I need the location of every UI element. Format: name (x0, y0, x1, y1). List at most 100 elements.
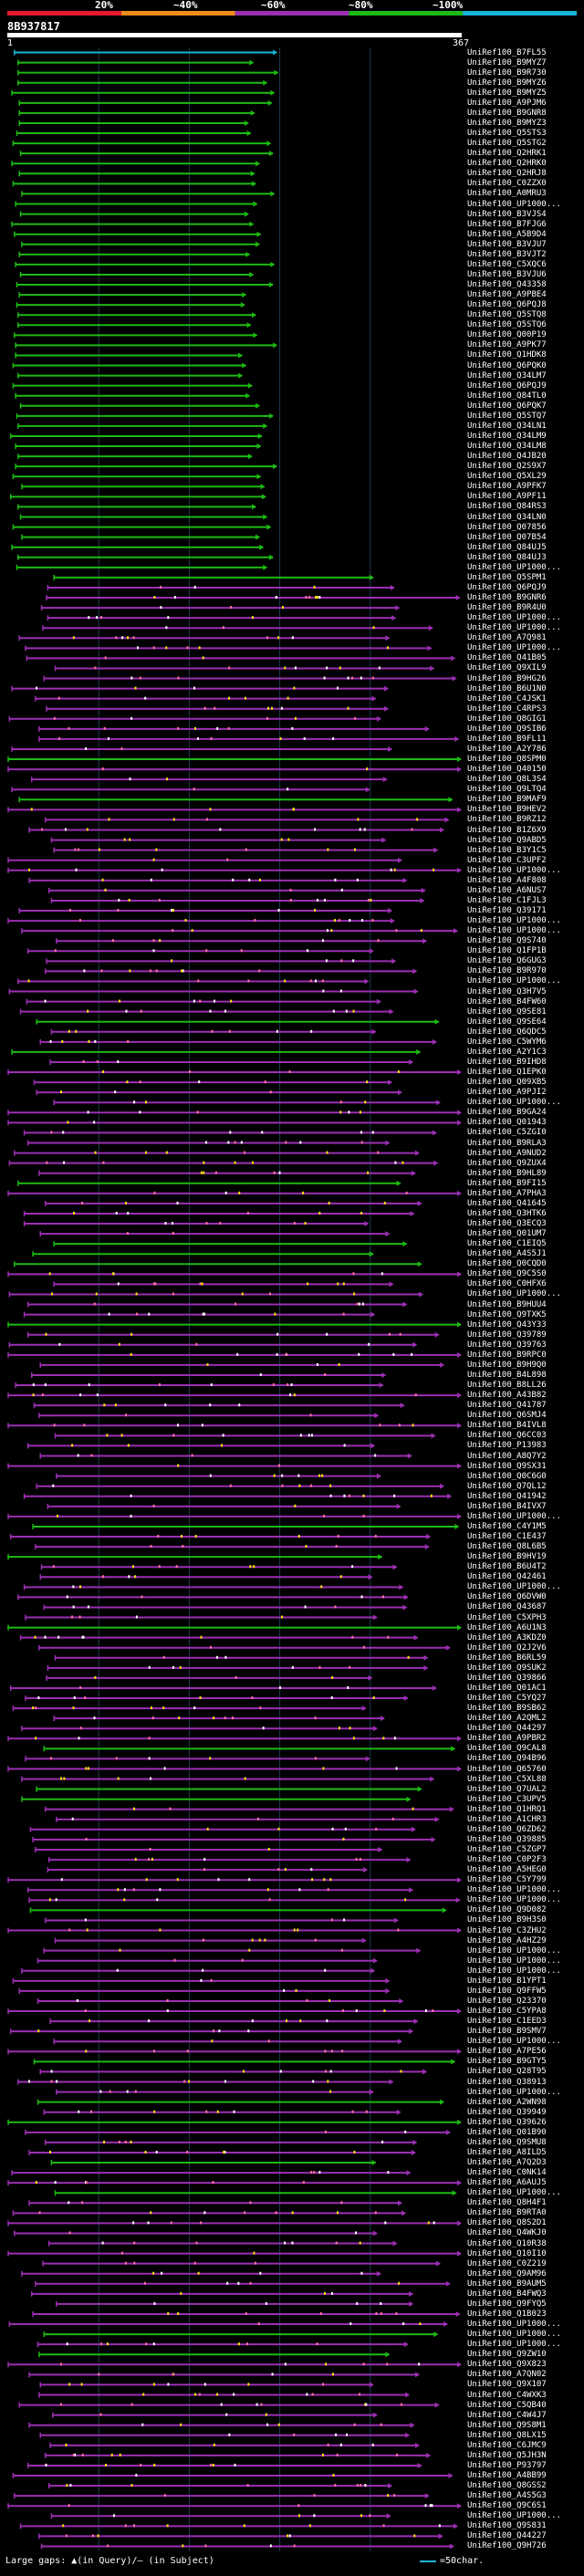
hit-label[interactable]: UniRef100_Q6PQJ8 (467, 300, 547, 310)
hit-label[interactable]: UniRef100_Q1HRQ1 (467, 1804, 547, 1814)
hit-label[interactable]: UniRef100_Q34LM7 (467, 370, 547, 381)
hit-label[interactable]: UniRef100_Q3ECQ3 (467, 1219, 547, 1229)
hit-label[interactable]: UniRef100_C3UPV5 (467, 1794, 547, 1804)
hit-label[interactable]: UniRef100_Q9FFW5 (467, 1986, 547, 1996)
hit-label[interactable]: UniRef100_Q10R38 (467, 2238, 547, 2248)
hit-label[interactable]: UniRef100_Q6PQK7 (467, 401, 547, 411)
hit-label[interactable]: UniRef100_Q4WKJ0 (467, 2228, 547, 2238)
hit-label[interactable]: UniRef100_A8ILD5 (467, 2147, 547, 2157)
hit-label[interactable]: UniRef100_Q8S2D1 (467, 2218, 547, 2228)
hit-label[interactable]: UniRef100_Q8GSS2 (467, 2481, 547, 2491)
hit-label[interactable]: UniRef100_Q0C6G0 (467, 1471, 547, 1481)
hit-label[interactable]: UniRef100_Q9S8M1 (467, 2420, 547, 2430)
hit-label[interactable]: UniRef100_B9GNR6 (467, 593, 547, 603)
hit-label[interactable]: UniRef100_C1FJL3 (467, 895, 547, 905)
hit-label[interactable]: UniRef100_B9SB62 (467, 1704, 547, 1714)
hit-label[interactable]: UniRef100_Q9D082 (467, 1905, 547, 1915)
hit-label[interactable]: UniRef100_A2Y786 (467, 744, 547, 754)
hit-label[interactable]: UniRef100_Q00P19 (467, 330, 547, 340)
hit-label[interactable]: UniRef100_A5HEG0 (467, 1865, 547, 1875)
hit-label[interactable]: UniRef100_A4BB99 (467, 2471, 547, 2481)
hit-label[interactable]: UniRef100_C4W4J7 (467, 2410, 547, 2420)
hit-label[interactable]: UniRef100_C5ZGP7 (467, 1845, 547, 1855)
hit-label[interactable]: UniRef100_UP1000... (467, 926, 561, 936)
hit-label[interactable]: UniRef100_Q84UJ5 (467, 542, 547, 552)
hit-label[interactable]: UniRef100_Q44297 (467, 1724, 547, 1734)
hit-label[interactable]: UniRef100_C4RPS3 (467, 704, 547, 714)
hit-label[interactable]: UniRef100_Q5STQ7 (467, 411, 547, 421)
hit-label[interactable]: UniRef100_Q6PQJ9 (467, 582, 547, 592)
hit-label[interactable]: UniRef100_Q9H726 (467, 2541, 547, 2551)
hit-label[interactable]: UniRef100_Q40150 (467, 765, 547, 775)
hit-label[interactable]: UniRef100_A4F808 (467, 875, 547, 885)
hit-label[interactable]: UniRef100_A2Y1C3 (467, 1047, 547, 1057)
hit-label[interactable]: UniRef100_Q6ZD62 (467, 1824, 547, 1834)
hit-label[interactable]: UniRef100_A6NUS7 (467, 885, 547, 895)
hit-label[interactable]: UniRef100_B9H9Q0 (467, 1360, 547, 1370)
hit-label[interactable]: UniRef100_Q41645 (467, 1198, 547, 1208)
hit-label[interactable]: UniRef100_UP1000... (467, 865, 561, 875)
hit-label[interactable]: UniRef100_A7Q981 (467, 633, 547, 643)
hit-label[interactable]: UniRef100_Q10I10 (467, 2248, 547, 2258)
hit-label[interactable]: UniRef100_Q07B54 (467, 532, 547, 542)
hit-label[interactable]: UniRef100_Q9SX31 (467, 1461, 547, 1471)
hit-label[interactable]: UniRef100_Q43358 (467, 280, 547, 290)
hit-label[interactable]: UniRef100_Q39763 (467, 1340, 547, 1350)
hit-label[interactable]: UniRef100_A4S5J1 (467, 1249, 547, 1259)
hit-label[interactable]: UniRef100_Q9CAL8 (467, 1744, 547, 1754)
hit-label[interactable]: UniRef100_C5QB40 (467, 2400, 547, 2410)
hit-label[interactable]: UniRef100_B4FWQ3 (467, 2289, 547, 2299)
hit-label[interactable]: UniRef100_Q6DVW0 (467, 1592, 547, 1602)
hit-label[interactable]: UniRef100_Q9SMU8 (467, 2137, 547, 2147)
hit-label[interactable]: UniRef100_Q9S740 (467, 936, 547, 946)
hit-label[interactable]: UniRef100_B9RPC0 (467, 1350, 547, 1360)
hit-label[interactable]: UniRef100_C0ZZX0 (467, 179, 547, 189)
hit-label[interactable]: UniRef100_C5YPA8 (467, 2007, 547, 2017)
hit-label[interactable]: UniRef100_Q34LM8 (467, 442, 547, 452)
hit-label[interactable]: UniRef100_B9HG26 (467, 673, 547, 683)
hit-label[interactable]: UniRef100_B9AUM5 (467, 2279, 547, 2289)
hit-label[interactable]: UniRef100_B8LL26 (467, 1381, 547, 1391)
hit-label[interactable]: UniRef100_B9IHD8 (467, 1057, 547, 1067)
hit-label[interactable]: UniRef100_Q38913 (467, 2077, 547, 2087)
hit-label[interactable]: UniRef100_Q6QDC5 (467, 1027, 547, 1037)
hit-label[interactable]: UniRef100_A1CHR3 (467, 1814, 547, 1824)
hit-label[interactable]: UniRef100_UP1000... (467, 976, 561, 986)
hit-label[interactable]: UniRef100_Q41787 (467, 1401, 547, 1411)
hit-label[interactable]: UniRef100_C5WYM6 (467, 1037, 547, 1047)
hit-label[interactable]: UniRef100_Q9XIL9 (467, 663, 547, 673)
hit-label[interactable]: UniRef100_Q43687 (467, 1602, 547, 1612)
hit-label[interactable]: UniRef100_Q9LTQ4 (467, 785, 547, 795)
hit-label[interactable]: UniRef100_B6U1N0 (467, 683, 547, 694)
hit-label[interactable]: UniRef100_Q94B96 (467, 1754, 547, 1764)
hit-label[interactable]: UniRef100_C5ZGI0 (467, 1128, 547, 1138)
hit-label[interactable]: UniRef100_B6RL59 (467, 1653, 547, 1663)
hit-label[interactable]: UniRef100_C5Y799 (467, 1875, 547, 1885)
hit-label[interactable]: UniRef100_A8Q7Y2 (467, 1451, 547, 1461)
hit-label[interactable]: UniRef100_Q5STS3 (467, 129, 547, 139)
hit-label[interactable]: UniRef100_Q41B05 (467, 653, 547, 663)
hit-label[interactable]: UniRef100_Q7UAL2 (467, 1784, 547, 1794)
hit-label[interactable]: UniRef100_Q9X107 (467, 2380, 547, 2390)
hit-label[interactable]: UniRef100_UP1000... (467, 2037, 561, 2047)
hit-label[interactable]: UniRef100_A3KDZ0 (467, 1632, 547, 1643)
hit-label[interactable]: UniRef100_Q01AC1 (467, 1683, 547, 1693)
hit-label[interactable]: UniRef100_C6JMC9 (467, 2440, 547, 2450)
hit-label[interactable]: UniRef100_Q9AM96 (467, 2268, 547, 2279)
hit-label[interactable]: UniRef100_Q2HRK1 (467, 149, 547, 159)
hit-label[interactable]: UniRef100_A6U1N3 (467, 1622, 547, 1632)
hit-label[interactable]: UniRef100_Q5STQ8 (467, 310, 547, 320)
hit-label[interactable]: UniRef100_UP1000... (467, 1895, 561, 1905)
hit-label[interactable]: UniRef100_B9R730 (467, 68, 547, 78)
hit-label[interactable]: UniRef100_A7PHA3 (467, 1188, 547, 1198)
hit-label[interactable]: UniRef100_Q42461 (467, 1572, 547, 1582)
hit-label[interactable]: UniRef100_A7QN02 (467, 2370, 547, 2380)
hit-label[interactable]: UniRef100_B7FJG6 (467, 219, 547, 229)
hit-label[interactable]: UniRef100_Q8H4F1 (467, 2198, 547, 2208)
hit-label[interactable]: UniRef100_B9GA24 (467, 1108, 547, 1118)
hit-label[interactable]: UniRef100_C4Y1M5 (467, 1521, 547, 1531)
hit-label[interactable]: UniRef100_C4JSK1 (467, 694, 547, 704)
hit-label[interactable]: UniRef100_C1EED3 (467, 2017, 547, 2027)
hit-label[interactable]: UniRef100_B3Y1C5 (467, 845, 547, 855)
hit-label[interactable]: UniRef100_C0Z219 (467, 2258, 547, 2268)
